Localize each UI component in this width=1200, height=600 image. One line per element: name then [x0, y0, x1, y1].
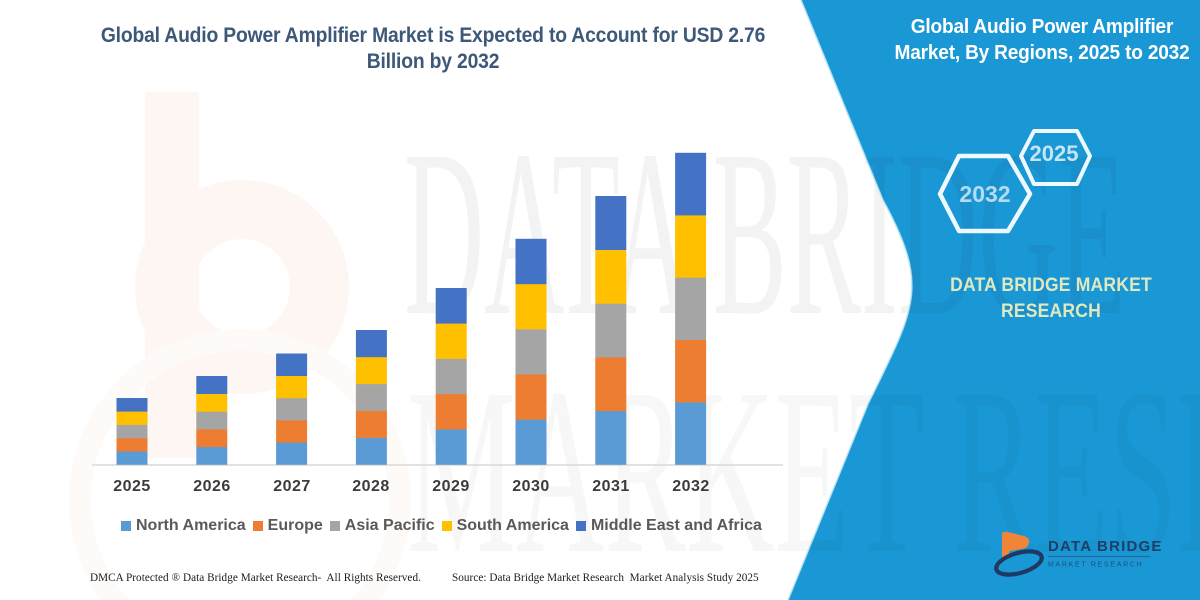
- svg-text:DATA BRIDGE: DATA BRIDGE: [1048, 538, 1163, 555]
- svg-text:MARKET RESEARCH: MARKET RESEARCH: [1048, 562, 1143, 569]
- svg-text:2032: 2032: [959, 181, 1010, 207]
- svg-text:2025: 2025: [1030, 141, 1079, 166]
